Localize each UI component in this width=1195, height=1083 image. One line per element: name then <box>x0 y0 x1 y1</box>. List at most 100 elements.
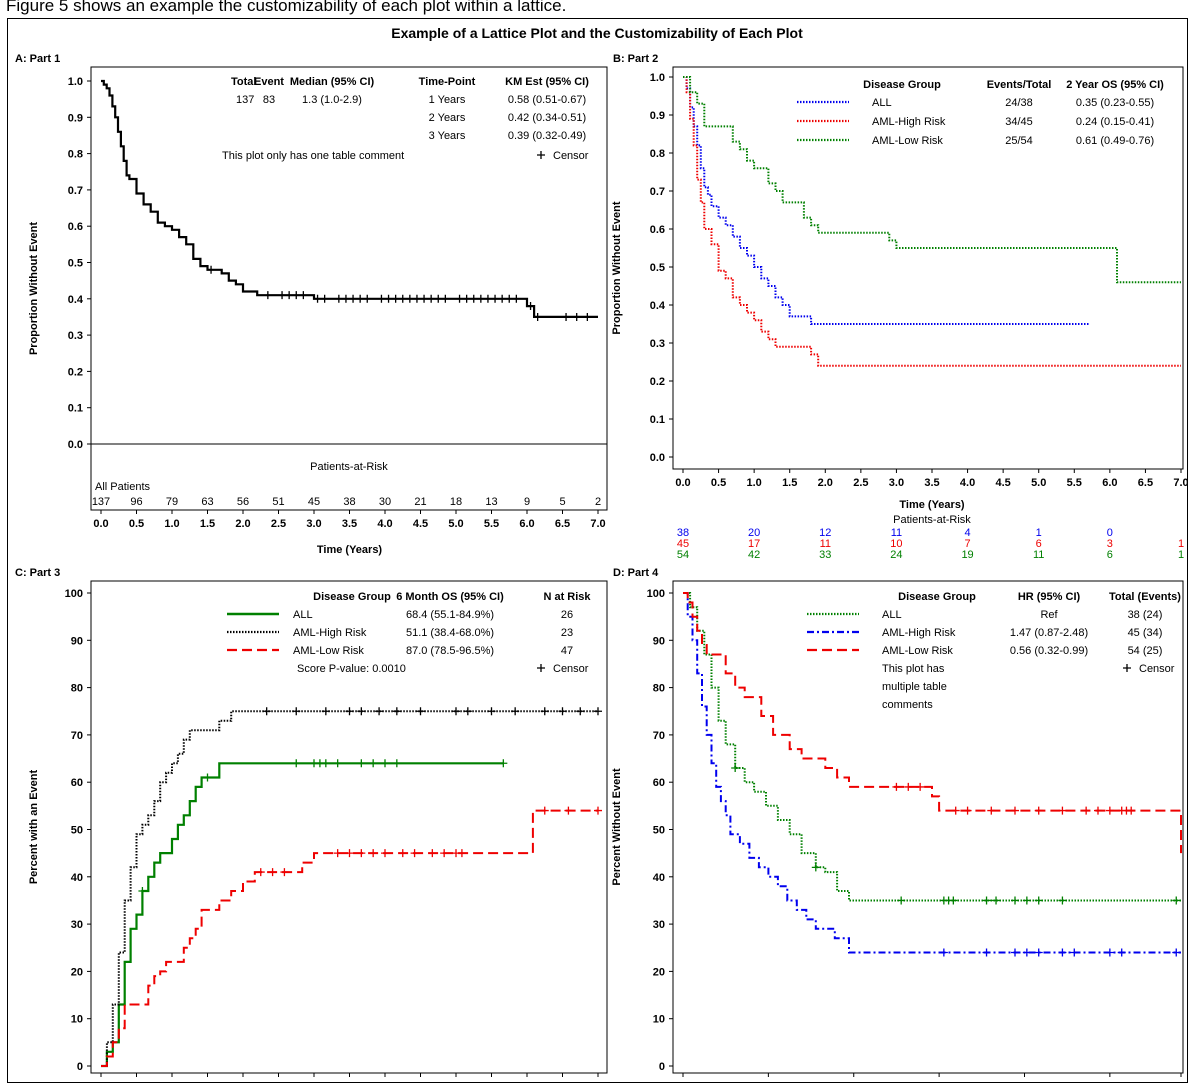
censor-mark <box>392 707 401 716</box>
legend-series-name: ALL <box>293 609 313 621</box>
legend-stat: 47 <box>561 645 573 657</box>
censor-mark <box>1105 806 1114 815</box>
x-tick-label: 5.0 <box>1031 477 1046 489</box>
y-tick-label: 90 <box>653 635 665 647</box>
x-tick-label: 2.0 <box>818 477 833 489</box>
censor-mark <box>483 294 492 303</box>
censor-mark <box>498 294 507 303</box>
series-line-1 <box>683 76 1089 325</box>
censor-mark <box>398 294 407 303</box>
censor-mark <box>1034 948 1043 957</box>
y-tick-label: 0.3 <box>68 330 83 342</box>
table-cell: 0.42 (0.34-0.51) <box>508 112 586 124</box>
legend-series-name: AML-High Risk <box>882 627 956 639</box>
censor-mark <box>1022 896 1031 905</box>
risk-count: 54 <box>677 549 689 561</box>
censor-mark <box>987 806 996 815</box>
censor-mark <box>369 849 378 858</box>
x-axis-label: Time (Years) <box>317 544 383 556</box>
plot-frame <box>672 580 1184 1074</box>
x-tick-label: 1440 <box>1012 1081 1036 1083</box>
series-line-2 <box>101 710 598 1067</box>
panel-1: A: Part 1 0.0 0.1 0.2 0.3 0.4 0.5 0.6 0.7 0.8 0.9 1… <box>15 53 608 556</box>
censor-mark <box>939 948 948 957</box>
risk-count: 19 <box>961 549 973 561</box>
censor-mark <box>594 707 602 716</box>
censor-legend-mark <box>537 664 545 672</box>
censor-mark <box>345 707 354 716</box>
censor-mark <box>564 806 573 815</box>
y-tick-label: 30 <box>71 919 83 931</box>
y-axis-label: Percent with an Event <box>28 770 40 885</box>
legend-stat: 1.47 (0.87-2.48) <box>1010 627 1088 639</box>
censor-mark <box>1105 948 1114 957</box>
risk-count: 11 <box>820 538 831 550</box>
censor-mark <box>469 294 478 303</box>
censor-mark <box>462 294 471 303</box>
censor-mark <box>345 849 354 858</box>
censor-mark <box>280 868 289 877</box>
censor-mark <box>1172 896 1181 905</box>
x-tick-label: 1.0 <box>746 477 761 489</box>
x-tick-label: 78 <box>556 1081 568 1083</box>
x-tick-label: 3.0 <box>306 518 321 530</box>
series-line-3 <box>101 809 598 1067</box>
censor-mark <box>982 948 991 957</box>
table-cell: 83 <box>263 94 275 106</box>
censor-mark <box>278 291 287 300</box>
censor-mark <box>1070 948 1079 957</box>
x-tick-label: 12 <box>166 1081 178 1083</box>
risk-count: 63 <box>201 496 213 508</box>
table-comment: This plot only has one table comment <box>222 150 404 162</box>
censor-mark <box>320 294 329 303</box>
censor-mark <box>1011 896 1019 905</box>
table-cell: 1 Years <box>429 94 466 106</box>
risk-count: 12 <box>819 527 831 539</box>
y-tick-label: 100 <box>65 588 83 600</box>
legend-series-name: AML-High Risk <box>872 116 946 128</box>
legend-header-cell: Events/Total <box>987 79 1052 91</box>
x-tick-label: 5.0 <box>448 518 463 530</box>
risk-count: 11 <box>891 527 902 539</box>
risk-count: 2 <box>595 496 601 508</box>
legend-header-cell: N at Risk <box>543 591 591 603</box>
censor-mark <box>892 782 901 791</box>
legend-stat: Ref <box>1040 609 1058 621</box>
x-tick-label: 1080 <box>927 1081 951 1083</box>
x-tick-label: 0.5 <box>711 477 726 489</box>
x-tick-label: 72 <box>521 1081 533 1083</box>
x-tick-label: 84 <box>592 1081 605 1083</box>
y-tick-label: 0.7 <box>68 185 83 197</box>
legend-header-cell: Total (Events) <box>1109 591 1181 603</box>
censor-mark <box>583 312 592 321</box>
censor-mark <box>321 707 330 716</box>
legend-series-name: AML-Low Risk <box>293 645 364 657</box>
censor-mark <box>381 759 389 768</box>
legend-stat: 23 <box>561 627 573 639</box>
censor-mark <box>398 849 407 858</box>
risk-count: 9 <box>524 496 530 508</box>
panel-label: A: Part 1 <box>15 53 60 65</box>
y-tick-label: 0 <box>659 1061 665 1073</box>
y-tick-label: 70 <box>653 730 665 742</box>
x-tick-label: 66 <box>485 1081 497 1083</box>
legend-series-name: AML-Low Risk <box>872 135 943 147</box>
figure-caption: Figure 5 shows an example the customizab… <box>6 0 567 15</box>
risk-count: 3 <box>1107 538 1113 550</box>
legend-stat: 34/45 <box>1005 116 1033 128</box>
censor-mark <box>1034 896 1043 905</box>
risk-count: 79 <box>166 496 178 508</box>
censor-mark <box>533 312 542 321</box>
y-tick-label: 80 <box>71 683 83 695</box>
table-comment-line: This plot has <box>882 663 945 675</box>
risk-count: 30 <box>379 496 391 508</box>
censor-mark <box>333 849 342 858</box>
legend-header-cell: Disease Group <box>898 591 976 603</box>
panel-4: D: Part 4 0 10 20 30 40 50 60 70 80 90 100 0 360 720 10… <box>611 567 1188 1083</box>
lattice-figure: Example of a Lattice Plot and the Custom… <box>7 18 1188 1083</box>
censor-mark <box>1034 806 1043 815</box>
censor-mark <box>299 291 308 300</box>
x-tick-label: 2.5 <box>271 518 286 530</box>
table-header-cell: Median (95% CI) <box>290 76 375 88</box>
